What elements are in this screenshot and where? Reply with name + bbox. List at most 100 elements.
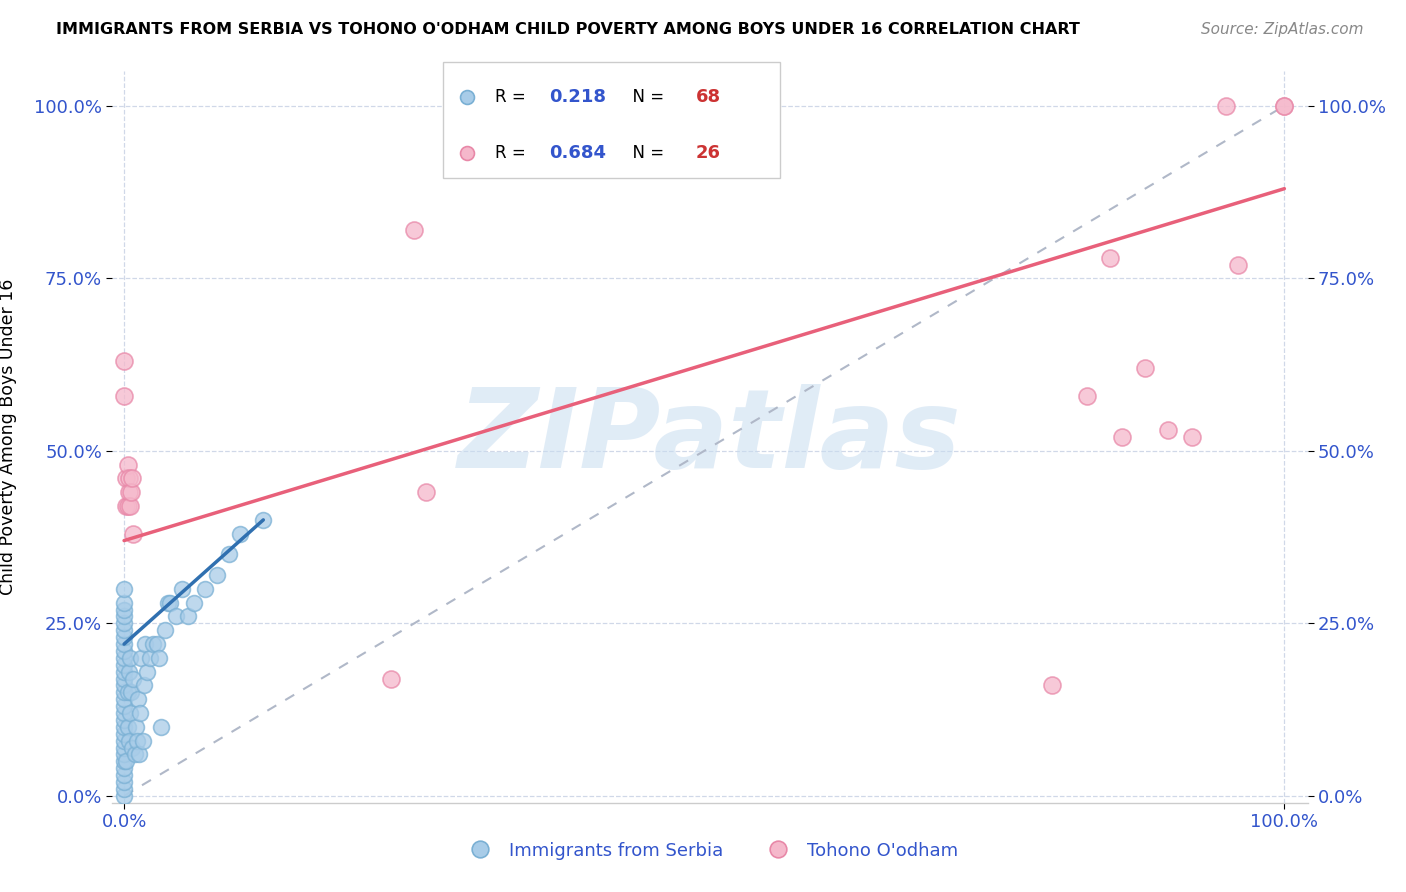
Point: [112, 609, 135, 624]
Point: [118, 471, 141, 485]
Point: [117, 720, 139, 734]
Point: [112, 630, 135, 644]
Point: [1272, 99, 1295, 113]
Point: [112, 761, 135, 775]
Point: [1040, 678, 1063, 692]
Point: [112, 602, 135, 616]
Point: [117, 458, 139, 472]
Point: [122, 672, 145, 686]
Point: [112, 624, 135, 638]
Point: [194, 582, 217, 596]
Point: [205, 568, 228, 582]
Point: [112, 699, 135, 714]
Point: [159, 596, 181, 610]
Text: 0.684: 0.684: [550, 144, 606, 161]
Point: [1215, 99, 1237, 113]
Point: [112, 665, 135, 679]
Point: [128, 747, 150, 762]
Point: [112, 637, 135, 651]
Point: [124, 747, 146, 762]
Point: [118, 665, 141, 679]
Point: [125, 720, 148, 734]
Point: [1099, 251, 1122, 265]
Point: [112, 733, 135, 747]
Point: [118, 499, 141, 513]
Point: [112, 789, 135, 803]
Point: [112, 782, 135, 797]
Text: N =: N =: [621, 88, 669, 106]
Point: [1133, 361, 1156, 376]
Point: [132, 678, 155, 692]
Point: [112, 775, 135, 789]
Point: [120, 685, 142, 699]
Point: [148, 651, 170, 665]
Point: [112, 727, 135, 741]
Point: [112, 692, 135, 706]
Point: [415, 485, 437, 500]
Text: 68: 68: [696, 88, 721, 106]
Point: [404, 223, 426, 237]
Point: [131, 651, 153, 665]
Point: [145, 637, 167, 651]
Point: [153, 624, 176, 638]
Point: [218, 548, 240, 562]
Point: [165, 609, 187, 624]
Point: [129, 706, 152, 720]
Point: [112, 616, 135, 631]
Point: [118, 706, 141, 720]
Text: 0.218: 0.218: [550, 88, 606, 106]
Point: [112, 713, 135, 727]
Point: [131, 733, 153, 747]
Point: [1111, 430, 1133, 444]
Point: [150, 720, 173, 734]
Point: [142, 637, 165, 651]
Text: R =: R =: [495, 88, 531, 106]
Point: [112, 582, 135, 596]
Text: R =: R =: [495, 144, 531, 161]
Point: [183, 596, 205, 610]
Point: [112, 651, 135, 665]
Point: [120, 485, 142, 500]
Point: [172, 582, 194, 596]
Point: [112, 596, 135, 610]
Point: [112, 685, 135, 699]
Point: [117, 499, 139, 513]
Text: IMMIGRANTS FROM SERBIA VS TOHONO O'ODHAM CHILD POVERTY AMONG BOYS UNDER 16 CORRE: IMMIGRANTS FROM SERBIA VS TOHONO O'ODHAM…: [56, 22, 1080, 37]
Point: [229, 526, 252, 541]
Text: 26: 26: [696, 144, 721, 161]
Point: [112, 740, 135, 755]
Point: [125, 733, 148, 747]
Point: [112, 672, 135, 686]
Point: [112, 389, 135, 403]
Point: [1157, 423, 1180, 437]
Point: [121, 740, 143, 755]
Point: [177, 609, 200, 624]
Point: [1226, 258, 1249, 272]
Point: [112, 657, 135, 672]
Point: [138, 651, 160, 665]
Point: [112, 354, 135, 368]
Point: [157, 596, 180, 610]
FancyBboxPatch shape: [443, 62, 780, 178]
Y-axis label: Child Poverty Among Boys Under 16: Child Poverty Among Boys Under 16: [0, 279, 17, 595]
Point: [117, 685, 139, 699]
Point: [252, 513, 274, 527]
Point: [112, 720, 135, 734]
Point: [1180, 430, 1202, 444]
Point: [127, 692, 149, 706]
Text: N =: N =: [621, 144, 669, 161]
Point: [118, 651, 141, 665]
Legend: Immigrants from Serbia, Tohono O'odham: Immigrants from Serbia, Tohono O'odham: [456, 835, 965, 867]
Point: [118, 733, 141, 747]
Point: [121, 471, 143, 485]
Point: [112, 755, 135, 769]
Point: [112, 747, 135, 762]
Point: [118, 485, 141, 500]
Point: [115, 499, 138, 513]
Point: [1076, 389, 1098, 403]
Point: [112, 644, 135, 658]
Point: [115, 755, 138, 769]
Point: [380, 672, 402, 686]
Point: [115, 471, 138, 485]
Point: [1272, 99, 1295, 113]
